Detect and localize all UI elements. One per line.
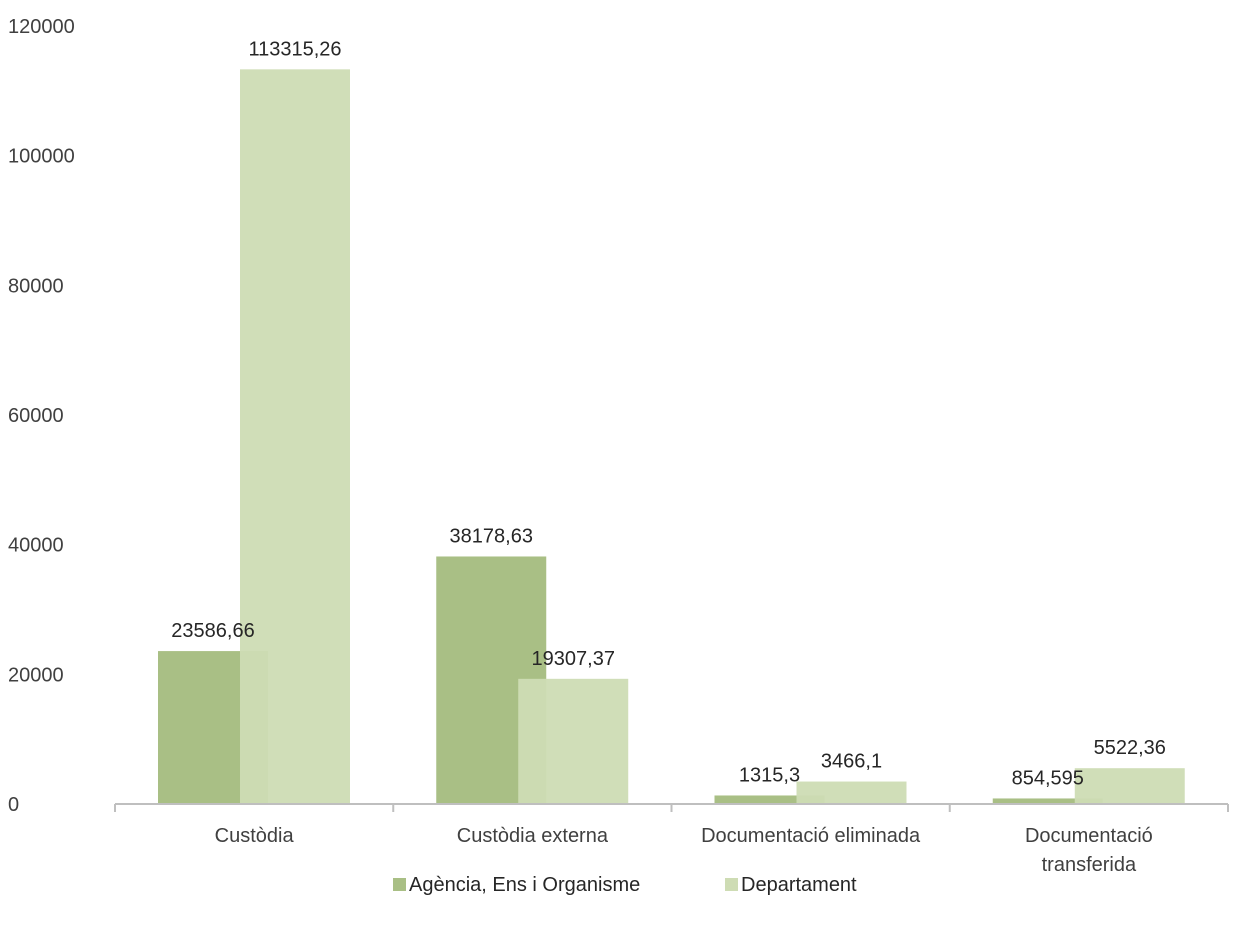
bar-departament: [796, 781, 907, 804]
y-tick-label: 100000: [8, 146, 75, 168]
legend-swatch-departament: [725, 878, 738, 891]
data-label: 854,595: [1012, 767, 1084, 789]
x-category-label: Documentació eliminada: [701, 825, 921, 847]
data-label: 19307,37: [532, 648, 615, 670]
data-label: 3466,1: [821, 751, 882, 773]
x-category-label: transferida: [1042, 854, 1137, 876]
legend-label: Agència, Ens i Organisme: [409, 874, 640, 896]
bar-departament: [1074, 768, 1185, 804]
y-tick-label: 0: [8, 794, 19, 816]
bar-agencia: [714, 795, 825, 804]
x-category-label: Documentació: [1025, 825, 1153, 847]
x-category-label: Custòdia externa: [457, 825, 609, 847]
y-tick-label: 120000: [8, 16, 75, 38]
y-tick-label: 80000: [8, 275, 64, 297]
data-label: 5522,36: [1094, 737, 1166, 759]
legend-swatch-agencia: [393, 878, 406, 891]
bar-departament: [518, 678, 629, 804]
bar-agencia: [992, 798, 1103, 804]
x-category-label: Custòdia: [215, 825, 295, 847]
y-tick-label: 60000: [8, 405, 64, 427]
data-label: 1315,3: [739, 764, 800, 786]
data-label: 23586,66: [171, 620, 254, 642]
y-tick-label: 40000: [8, 535, 64, 557]
data-label: 38178,63: [450, 525, 533, 547]
bar-departament: [240, 69, 350, 804]
data-label: 113315,26: [248, 38, 341, 60]
y-tick-label: 20000: [8, 664, 64, 686]
legend-label: Departament: [741, 874, 857, 896]
